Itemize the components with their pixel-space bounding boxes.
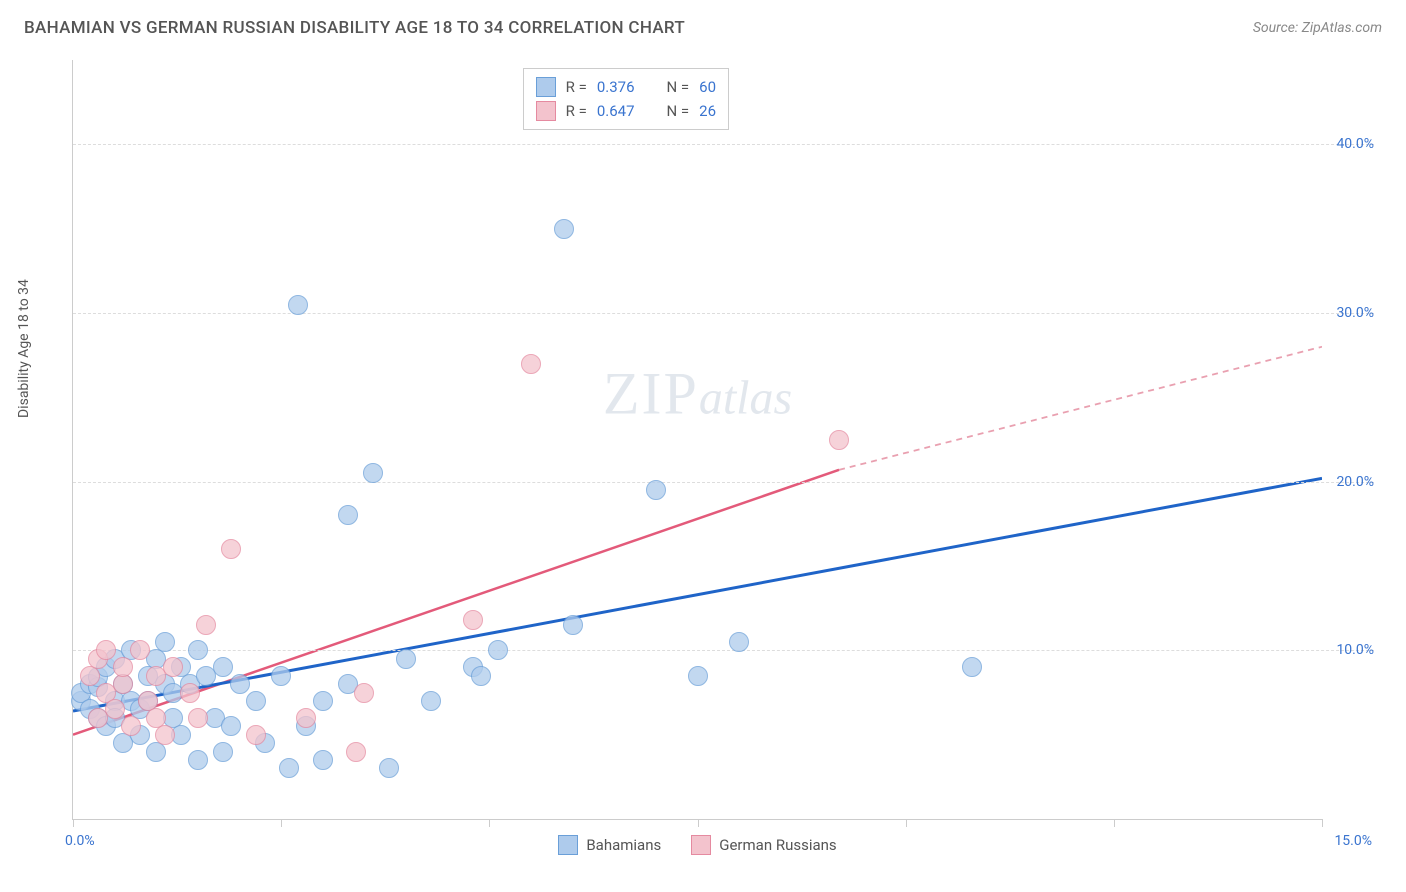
r-label: R = xyxy=(566,102,587,120)
data-point xyxy=(463,610,483,630)
data-point xyxy=(296,708,316,728)
data-point xyxy=(155,632,175,652)
x-tick-mark xyxy=(1322,819,1323,827)
swatch-german-russians xyxy=(536,101,556,121)
data-point xyxy=(113,657,133,677)
gridline-h xyxy=(73,313,1374,314)
data-point xyxy=(646,480,666,500)
gridline-h xyxy=(73,482,1374,483)
data-point xyxy=(279,758,299,778)
x-tick-mark xyxy=(281,819,282,827)
data-point xyxy=(313,750,333,770)
watermark: ZIPatlas xyxy=(603,359,792,428)
y-tick-label: 30.0% xyxy=(1336,305,1374,321)
n-value-bahamians: 60 xyxy=(699,78,716,96)
data-point xyxy=(213,742,233,762)
stats-row-german-russians: R = 0.647 N = 26 xyxy=(536,99,716,123)
data-point xyxy=(379,758,399,778)
n-value-german-russians: 26 xyxy=(699,102,716,120)
data-point xyxy=(105,699,125,719)
data-point xyxy=(563,615,583,635)
x-tick-mark xyxy=(1114,819,1115,827)
data-point xyxy=(155,725,175,745)
data-point xyxy=(729,632,749,652)
legend-item-german-russians: German Russians xyxy=(691,835,836,855)
r-value-bahamians: 0.376 xyxy=(597,78,635,96)
plot-region: ZIPatlas R = 0.376 N = 60 R = 0.647 N = … xyxy=(72,60,1322,820)
data-point xyxy=(313,691,333,711)
swatch-bahamians xyxy=(558,835,578,855)
data-point xyxy=(521,354,541,374)
data-point xyxy=(188,750,208,770)
legend-label-german-russians: German Russians xyxy=(719,836,836,854)
stats-legend-box: R = 0.376 N = 60 R = 0.647 N = 26 xyxy=(523,68,729,130)
data-point xyxy=(188,708,208,728)
n-label: N = xyxy=(667,78,690,96)
data-point xyxy=(221,716,241,736)
data-point xyxy=(121,716,141,736)
data-point xyxy=(180,683,200,703)
gridline-h xyxy=(73,144,1374,145)
data-point xyxy=(246,691,266,711)
x-tick-mark xyxy=(906,819,907,827)
n-label: N = xyxy=(667,102,690,120)
data-point xyxy=(829,430,849,450)
gridline-h xyxy=(73,650,1374,651)
data-point xyxy=(554,219,574,239)
legend-item-bahamians: Bahamians xyxy=(558,835,661,855)
swatch-german-russians xyxy=(691,835,711,855)
r-value-german-russians: 0.647 xyxy=(597,102,635,120)
data-point xyxy=(213,657,233,677)
data-point xyxy=(230,674,250,694)
data-point xyxy=(962,657,982,677)
data-point xyxy=(421,691,441,711)
r-label: R = xyxy=(566,78,587,96)
data-point xyxy=(221,539,241,559)
x-tick-mark xyxy=(698,819,699,827)
swatch-bahamians xyxy=(536,77,556,97)
data-point xyxy=(688,666,708,686)
stats-row-bahamians: R = 0.376 N = 60 xyxy=(536,75,716,99)
data-point xyxy=(163,657,183,677)
x-tick-mark xyxy=(73,819,74,827)
legend-label-bahamians: Bahamians xyxy=(586,836,661,854)
y-tick-label: 40.0% xyxy=(1336,136,1374,152)
x-tick-mark xyxy=(489,819,490,827)
data-point xyxy=(246,725,266,745)
data-point xyxy=(363,463,383,483)
data-point xyxy=(346,742,366,762)
data-point xyxy=(130,640,150,660)
chart-area: Disability Age 18 to 34 ZIPatlas R = 0.3… xyxy=(24,48,1382,868)
data-point xyxy=(488,640,508,660)
y-tick-label: 20.0% xyxy=(1336,474,1374,490)
data-point xyxy=(354,683,374,703)
data-point xyxy=(271,666,291,686)
data-point xyxy=(96,640,116,660)
x-tick-max: 15.0% xyxy=(1334,833,1372,849)
legend-bottom: Bahamians German Russians xyxy=(73,835,1322,855)
data-point xyxy=(338,505,358,525)
data-point xyxy=(288,295,308,315)
y-axis-label: Disability Age 18 to 34 xyxy=(16,279,32,418)
data-point xyxy=(188,640,208,660)
y-tick-label: 10.0% xyxy=(1336,642,1374,658)
source-label: Source: ZipAtlas.com xyxy=(1253,20,1382,36)
data-point xyxy=(471,666,491,686)
data-point xyxy=(396,649,416,669)
chart-title: BAHAMIAN VS GERMAN RUSSIAN DISABILITY AG… xyxy=(24,18,685,38)
data-point xyxy=(196,615,216,635)
